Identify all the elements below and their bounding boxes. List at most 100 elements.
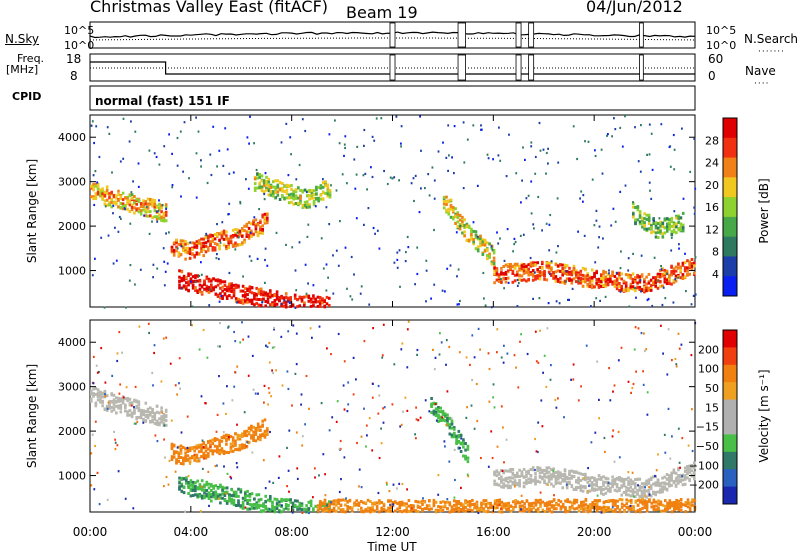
velocity-echo-cell [253, 506, 256, 510]
nsearch-label: N.Search [744, 32, 799, 46]
power-echo-cell [561, 263, 564, 267]
velocity-echo-cell [193, 456, 196, 460]
velocity-echo-cell [228, 493, 231, 497]
power-echo-cell [527, 270, 530, 274]
power-noise-cell [446, 267, 449, 270]
velocity-echo-cell [606, 487, 610, 491]
power-noise-cell [122, 157, 125, 160]
power-echo-cell [178, 275, 181, 279]
velocity-echo-cell [446, 419, 449, 423]
velocity-noise-cell [628, 510, 630, 513]
velocity-echo-cell [128, 401, 132, 405]
power-noise-cell [486, 153, 489, 156]
power-noise-cell [648, 181, 651, 184]
velocity-echo-cell [263, 433, 267, 437]
power-noise-cell [200, 165, 202, 168]
power-echo-cell [668, 218, 671, 222]
power-noise-cell [619, 126, 622, 129]
velocity-echo-cell [611, 485, 614, 489]
velocity-echo-cell [629, 478, 633, 482]
power-echo-cell [164, 205, 168, 209]
power-noise-cell [565, 280, 568, 283]
power-echo-cell [597, 280, 601, 284]
velocity-noise-cell [681, 475, 683, 478]
power-echo-cell [303, 295, 306, 299]
velocity-noise-cell [492, 383, 495, 386]
velocity-echo-cell [525, 470, 528, 474]
power-echo-cell [137, 210, 141, 214]
power-echo-cell [287, 184, 291, 188]
velocity-echo-cell [593, 506, 597, 510]
power-echo-cell [636, 286, 639, 290]
power-echo-cell [563, 265, 567, 269]
velocity-echo-cell [203, 491, 206, 495]
power-echo-cell [668, 282, 671, 286]
velocity-echo-cell [563, 469, 567, 473]
power-echo-cell [273, 299, 277, 302]
velocity-echo-cell [582, 500, 585, 504]
velocity-noise-cell [585, 344, 588, 347]
power-echo-cell [289, 298, 292, 302]
velocity-noise-cell [124, 497, 127, 500]
power-noise-cell [217, 257, 220, 261]
power-echo-cell [265, 179, 268, 183]
power-echo-cell [638, 285, 642, 289]
power-echo-cell [110, 192, 113, 196]
power-echo-cell [326, 187, 330, 191]
velocity-echo-cell [602, 483, 605, 487]
power-echo-cell [611, 271, 614, 275]
velocity-echo-cell [259, 429, 262, 432]
power-noise-cell [168, 133, 170, 136]
power-echo-cell [447, 212, 451, 216]
power-echo-cell [312, 189, 316, 193]
velocity-echo-cell [577, 471, 580, 475]
velocity-echo-cell [263, 435, 267, 439]
power-echo-cell [160, 203, 163, 207]
velocity-noise-cell [428, 410, 431, 413]
velocity-echo-cell [548, 507, 551, 511]
power-echo-cell [294, 190, 298, 194]
power-echo-cell [497, 273, 501, 277]
power-noise-cell [94, 170, 97, 173]
power-echo-cell [615, 287, 619, 291]
velocity-noise-cell [434, 356, 437, 359]
velocity-echo-cell [670, 504, 674, 508]
power-echo-cell [209, 243, 212, 247]
power-echo-cell [632, 212, 635, 216]
power-echo-cell [595, 278, 598, 281]
power-noise-cell [148, 149, 151, 152]
power-echo-cell [185, 285, 188, 289]
power-echo-cell [303, 301, 306, 305]
power-noise-cell [418, 211, 421, 214]
velocity-noise-cell [400, 423, 403, 426]
power-echo-cell [225, 247, 228, 251]
power-echo-cell [654, 226, 658, 230]
power-echo-cell [677, 216, 680, 219]
velocity-echo-cell [586, 476, 589, 480]
velocity-noise-cell [136, 421, 139, 424]
velocity-echo-cell [523, 505, 526, 509]
velocity-echo-cell [252, 430, 255, 434]
velocity-echo-cell [191, 446, 194, 450]
velocity-noise-cell [251, 354, 254, 357]
power-noise-cell [132, 180, 134, 183]
velocity-noise-cell [654, 474, 656, 478]
power-echo-cell [316, 304, 320, 308]
power-echo-cell [527, 273, 530, 277]
power-echo-cell [250, 286, 254, 290]
power-echo-cell [246, 297, 249, 301]
velocity-noise-cell [308, 407, 310, 410]
velocity-echo-cell [151, 420, 154, 424]
velocity-echo-cell [229, 435, 233, 439]
power-noise-cell [419, 115, 421, 118]
power-noise-cell [334, 119, 336, 122]
power-echo-cell [214, 278, 218, 282]
power-noise-cell [210, 173, 213, 177]
velocity-echo-cell [579, 488, 583, 492]
power-echo-cell [175, 245, 178, 249]
velocity-echo-cell [266, 498, 270, 502]
velocity-echo-cell [511, 482, 515, 486]
power-noise-cell [155, 155, 158, 159]
power-noise-cell [558, 302, 561, 305]
power-noise-cell [635, 296, 637, 299]
